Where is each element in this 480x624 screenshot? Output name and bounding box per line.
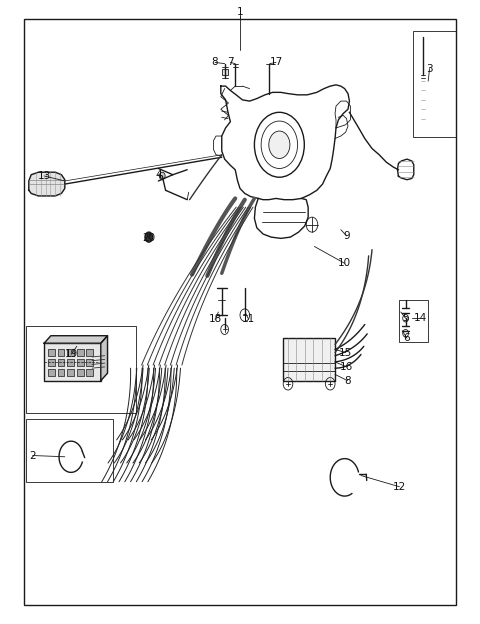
Text: 3: 3 bbox=[426, 64, 433, 74]
Text: 20: 20 bbox=[142, 233, 156, 243]
Bar bbox=[413, 31, 456, 137]
Text: 9: 9 bbox=[343, 231, 350, 241]
Polygon shape bbox=[29, 172, 65, 196]
Bar bbox=[58, 349, 64, 356]
Text: 6: 6 bbox=[404, 333, 410, 343]
Bar bbox=[44, 343, 101, 381]
Bar bbox=[58, 369, 64, 376]
Text: 8: 8 bbox=[344, 376, 351, 386]
Bar bbox=[399, 300, 428, 342]
Circle shape bbox=[159, 172, 165, 180]
Polygon shape bbox=[44, 336, 108, 343]
Bar bbox=[26, 326, 136, 413]
Bar bbox=[86, 359, 93, 366]
Bar bbox=[48, 359, 55, 366]
Circle shape bbox=[269, 131, 290, 158]
Text: 8: 8 bbox=[212, 57, 218, 67]
Text: 7: 7 bbox=[227, 57, 234, 67]
Bar bbox=[58, 359, 64, 366]
Bar bbox=[26, 419, 113, 482]
Bar bbox=[67, 359, 74, 366]
Text: 11: 11 bbox=[242, 314, 255, 324]
Text: 17: 17 bbox=[269, 57, 283, 67]
Text: 10: 10 bbox=[338, 258, 351, 268]
Text: 16: 16 bbox=[340, 362, 353, 372]
Text: 2: 2 bbox=[29, 451, 36, 461]
Text: 14: 14 bbox=[413, 313, 427, 323]
Text: 4: 4 bbox=[155, 170, 162, 180]
Bar bbox=[283, 338, 335, 381]
Text: 19: 19 bbox=[64, 349, 78, 359]
Text: 1: 1 bbox=[237, 7, 243, 17]
Text: 5: 5 bbox=[402, 313, 409, 323]
Circle shape bbox=[145, 232, 153, 242]
Bar bbox=[67, 349, 74, 356]
Polygon shape bbox=[101, 336, 108, 381]
Text: 12: 12 bbox=[393, 482, 406, 492]
Bar bbox=[48, 349, 55, 356]
Bar bbox=[77, 369, 84, 376]
Bar bbox=[48, 369, 55, 376]
Text: 18: 18 bbox=[208, 314, 222, 324]
Bar bbox=[77, 349, 84, 356]
Text: 13: 13 bbox=[37, 171, 51, 181]
Bar bbox=[86, 369, 93, 376]
Bar bbox=[67, 369, 74, 376]
Bar bbox=[222, 69, 228, 75]
Bar bbox=[86, 349, 93, 356]
Bar bbox=[77, 359, 84, 366]
Text: 15: 15 bbox=[339, 348, 352, 358]
